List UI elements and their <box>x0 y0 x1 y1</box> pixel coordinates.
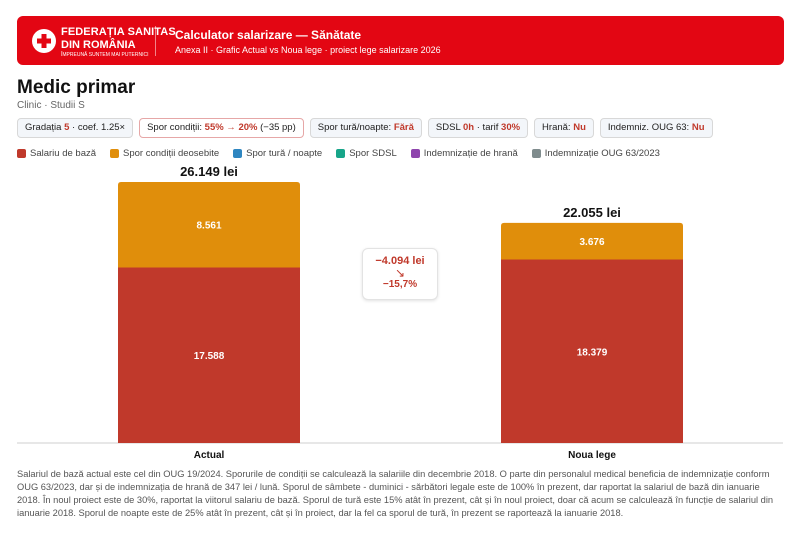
difference-percent: −15,7% <box>382 279 418 290</box>
chip-extra: · tarif <box>476 122 499 133</box>
category-tick-label: Noua lege <box>568 450 616 461</box>
trend-down-arrow-icon: ↘ <box>394 266 406 280</box>
chip-label: SDSL <box>435 122 461 133</box>
chip-value-2: 30% <box>501 122 521 133</box>
page-title: Medic primar <box>17 77 136 98</box>
bar-segment <box>118 267 300 443</box>
stacked-bar-chart: 17.588 8.561 26.149 lei Actual 18.379 3.676 22… <box>17 164 783 461</box>
legend-item-salariu[interactable]: Salariu de bază <box>17 148 96 159</box>
chip-extra: · coef. 1.25× <box>72 122 126 133</box>
chip-hrana[interactable]: Hrană: Nu <box>534 118 594 138</box>
chip-value: 5 <box>64 122 70 133</box>
legend-swatch <box>410 149 420 158</box>
legend-label: Spor tură / noapte <box>246 148 323 159</box>
parameter-chips: Gradația 5 · coef. 1.25× Spor condiții: … <box>17 118 713 138</box>
bar-segment <box>118 182 300 268</box>
chip-extra: (−35 pp) <box>260 122 296 133</box>
legend-item-hrana[interactable]: Indemnizație de hrană <box>410 148 518 159</box>
chip-value: Nu <box>691 122 705 133</box>
legend-label: Spor condiții deosebite <box>123 148 220 159</box>
segment-value-label: 18.379 <box>577 347 608 358</box>
difference-value: −4.094 lei <box>375 255 425 267</box>
category-tick-label: Actual <box>194 450 225 461</box>
legend-item-spor-conditii[interactable]: Spor condiții deosebite <box>110 148 219 159</box>
legend-item-oug63[interactable]: Indemnizație OUG 63/2023 <box>531 148 660 159</box>
footnote: Salariul de bază actual este cel din OUG… <box>17 469 774 518</box>
chip-value: Nu <box>573 122 586 133</box>
chip-value: Fără <box>393 122 414 133</box>
legend-swatch <box>17 149 26 158</box>
legend-swatch <box>531 149 541 158</box>
logo-tagline: ÎMPREUNĂ SUNTEM MAI PUTERNICI <box>61 52 149 58</box>
chip-oug63[interactable]: Indemniz. OUG 63: Nu <box>599 118 713 138</box>
header-divider <box>155 26 156 56</box>
legend-swatch <box>336 149 346 158</box>
chip-spor-tura[interactable]: Spor tură/noapte: Fără <box>309 118 422 138</box>
chip-label: Hrană: <box>542 122 571 133</box>
chip-value: 55% → 20% <box>204 122 258 133</box>
chip-label: Spor condiții: <box>147 122 203 133</box>
chip-sdsl[interactable]: SDSL 0h · tarif 30% <box>427 118 529 138</box>
app-header: FEDERAȚIA SANITAS DIN ROMÂNIA ÎMPREUNĂ S… <box>17 16 784 65</box>
logo-text-line2: DIN ROMÂNIA <box>61 39 136 51</box>
bar-total-label: 22.055 lei <box>563 205 621 220</box>
legend-label: Indemnizație OUG 63/2023 <box>544 148 660 159</box>
legend-label: Salariu de bază <box>30 148 97 159</box>
bar-total-label: 26.149 lei <box>180 164 238 179</box>
chart-legend: Salariu de bază Spor condiții deosebite … <box>17 148 674 159</box>
difference-badge: −4.094 lei ↘ −15,7% <box>362 248 438 300</box>
segment-value-label: 8.561 <box>196 221 221 232</box>
segment-value-label: 17.588 <box>194 351 225 362</box>
legend-label: Spor SDSL <box>349 148 397 159</box>
legend-item-spor-sdsl[interactable]: Spor SDSL <box>336 148 397 159</box>
page-subtitle: Clinic · Studii S <box>17 100 85 111</box>
chip-label: Indemniz. OUG 63: <box>607 122 690 133</box>
chip-gradatie[interactable]: Gradația 5 · coef. 1.25× <box>17 118 134 138</box>
legend-label: Indemnizație de hrană <box>423 148 518 159</box>
logo-text-line1: FEDERAȚIA SANITAS <box>61 26 176 38</box>
chip-label: Spor tură/noapte: <box>317 122 392 133</box>
bar-segment <box>501 222 683 260</box>
chip-spor-conditii[interactable]: Spor condiții: 55% → 20% (−35 pp) <box>139 118 304 138</box>
red-cross-logo-icon <box>32 29 56 53</box>
segment-value-label: 3.676 <box>579 237 604 248</box>
legend-item-spor-tura[interactable]: Spor tură / noapte <box>233 148 322 159</box>
legend-swatch <box>233 149 243 158</box>
sanitas-logo: FEDERAȚIA SANITAS DIN ROMÂNIA ÎMPREUNĂ S… <box>31 24 176 58</box>
chip-value: 0h <box>463 122 475 133</box>
bar-segment <box>501 259 683 443</box>
app-subtitle: Anexa II · Grafic Actual vs Noua lege · … <box>175 45 441 55</box>
app-title: Calculator salarizare — Sănătate <box>175 28 362 42</box>
legend-swatch <box>110 149 120 158</box>
chip-label: Gradația <box>25 122 62 133</box>
